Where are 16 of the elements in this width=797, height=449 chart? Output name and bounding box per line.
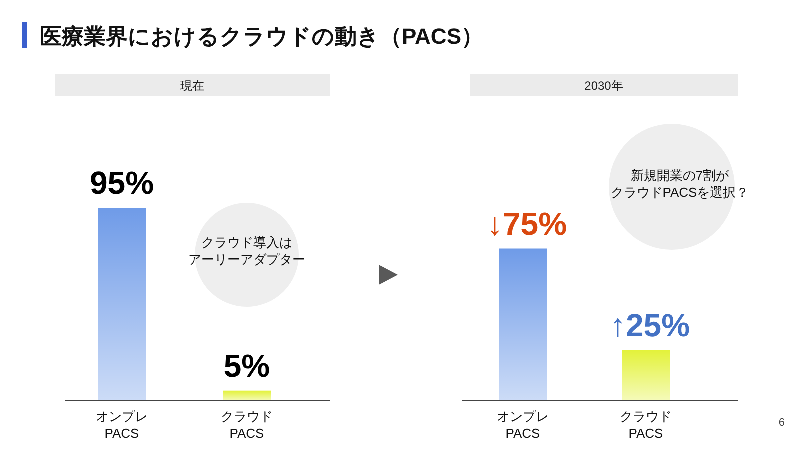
- chart-subtitle: 現在: [180, 79, 204, 93]
- text: 6: [778, 417, 785, 429]
- data-label: 95%: [90, 165, 154, 202]
- x-tick-label: オンプレ PACS: [96, 409, 148, 441]
- text: 新規開業の7割が: [630, 168, 730, 183]
- chart-title: 医療業界におけるクラウドの動き（PACS）: [40, 24, 484, 49]
- data-label: 5%: [224, 348, 270, 384]
- x-tick-label: オンプレ PACS: [497, 409, 549, 441]
- annotation: クラウド導入は: [202, 235, 292, 250]
- annotation: アーリーアダプター: [188, 252, 306, 267]
- chart-subtitle: 2030年: [584, 79, 624, 93]
- x-tick-label: クラウド PACS: [221, 409, 273, 441]
- text: クラウドPACSを選択？: [610, 185, 750, 200]
- data-label: ↓75%: [486, 206, 568, 242]
- x-tick-label: クラウド PACS: [620, 409, 672, 441]
- data-label: ↑25%: [610, 307, 690, 344]
